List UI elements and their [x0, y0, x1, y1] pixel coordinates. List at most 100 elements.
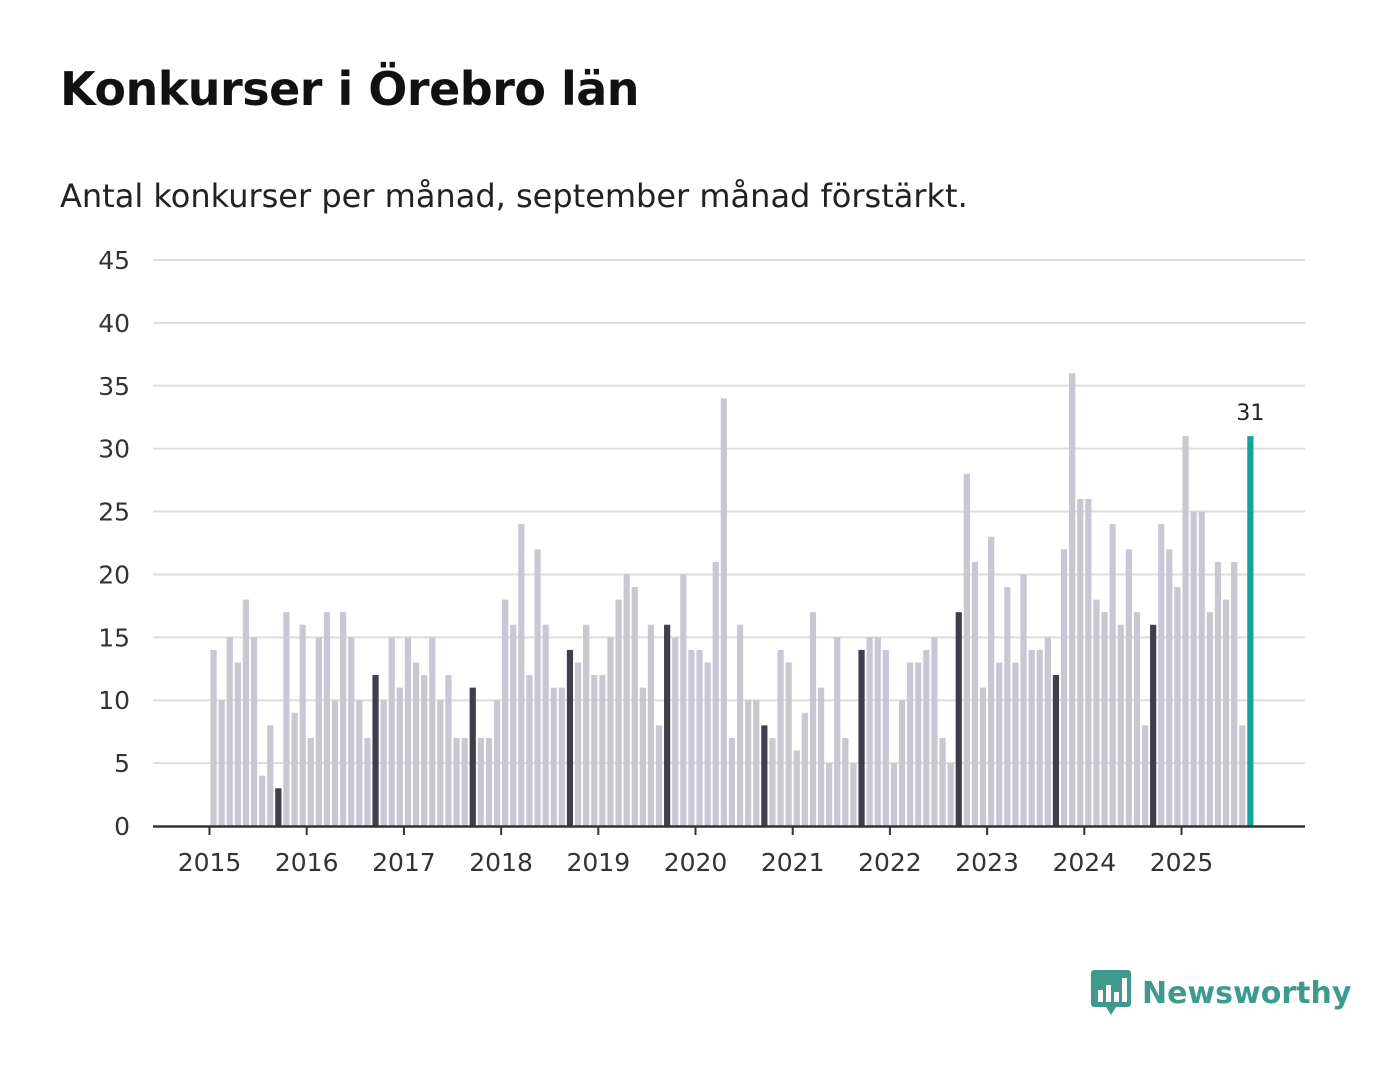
bar: [1190, 511, 1197, 826]
bar: [1158, 524, 1165, 826]
bar: [623, 574, 630, 826]
bar: [518, 524, 525, 826]
bars: [210, 373, 1254, 826]
bar: [939, 737, 946, 826]
bar: [583, 624, 590, 826]
chart-title: Konkurser i Örebro län: [60, 62, 640, 116]
bar: [979, 687, 987, 826]
bar: [704, 662, 711, 826]
bar: [1085, 498, 1092, 826]
bar-september: [1052, 675, 1060, 826]
bar: [1101, 612, 1108, 826]
bar: [639, 687, 646, 826]
bar: [453, 737, 460, 826]
bar: [1069, 373, 1076, 826]
bar: [777, 649, 784, 826]
bar: [996, 662, 1003, 826]
bar: [647, 624, 655, 826]
bar: [1141, 725, 1149, 826]
bar: [526, 675, 533, 826]
bar-september: [858, 649, 865, 826]
bar: [931, 637, 938, 826]
bar: [421, 675, 428, 826]
x-tick-label: 2018: [469, 848, 533, 877]
bar: [785, 662, 792, 826]
data-labels: 31: [1236, 401, 1264, 426]
bar: [696, 649, 703, 826]
bar-september: [275, 788, 282, 826]
bar: [323, 612, 331, 826]
bar: [1166, 549, 1173, 826]
bar: [1004, 587, 1011, 826]
bar: [842, 737, 849, 826]
bar: [445, 675, 452, 826]
bar: [915, 662, 922, 826]
bar: [1036, 649, 1043, 826]
bar: [988, 536, 995, 826]
bar: [688, 649, 695, 826]
y-tick-label: 45: [98, 246, 130, 275]
bar: [283, 612, 290, 826]
bar: [834, 637, 841, 826]
x-tick-label: 2024: [1052, 848, 1116, 877]
bar: [510, 624, 517, 826]
bar: [437, 700, 444, 826]
bar-september: [761, 725, 768, 826]
bar: [218, 700, 225, 826]
bar: [1028, 649, 1035, 826]
bar: [307, 737, 314, 826]
bar: [672, 637, 679, 826]
bar: [542, 624, 549, 826]
bar: [720, 398, 727, 826]
bar: [745, 700, 752, 826]
bar: [234, 662, 241, 826]
bar-latest: [1247, 436, 1254, 826]
bar: [736, 624, 744, 826]
x-tick-label: 2025: [1150, 848, 1214, 877]
bar: [242, 599, 250, 826]
bar: [250, 637, 258, 826]
bar: [485, 737, 493, 826]
x-tick-label: 2022: [858, 848, 922, 877]
bar: [340, 612, 347, 826]
y-tick-label: 25: [98, 498, 130, 527]
x-tick-label: 2020: [664, 848, 728, 877]
bar: [550, 687, 557, 826]
bar: [809, 612, 817, 826]
bar: [874, 637, 881, 826]
bar: [793, 750, 800, 826]
bar: [1231, 561, 1238, 826]
x-tick-label: 2016: [275, 848, 339, 877]
bar: [728, 737, 736, 826]
bar: [259, 775, 266, 826]
bar: [461, 737, 468, 826]
y-axis-ticks: 0 5 10 15 20 25 30 35 40 45: [98, 246, 130, 841]
bar: [364, 737, 371, 826]
bar: [1239, 725, 1246, 826]
y-tick-label: 35: [98, 372, 130, 401]
bar: [826, 763, 833, 826]
newsworthy-brand[interactable]: Newsworthy: [1090, 968, 1351, 1018]
bar: [534, 549, 541, 826]
bar: [412, 662, 420, 826]
bar: [607, 637, 614, 826]
bar: [356, 700, 363, 826]
bar: [331, 700, 339, 826]
bar: [493, 700, 501, 826]
bar: [558, 687, 565, 826]
bar: [1117, 624, 1124, 826]
chart-subtitle: Antal konkurser per månad, september mån…: [60, 177, 968, 215]
bar: [1222, 599, 1230, 826]
bar: [591, 675, 598, 826]
bar: [655, 725, 663, 826]
bar-september: [469, 687, 476, 826]
bar: [502, 599, 509, 826]
bar-september: [372, 675, 379, 826]
bar: [907, 662, 914, 826]
x-tick-label: 2015: [178, 848, 242, 877]
bar: [291, 712, 298, 826]
bar: [963, 473, 970, 826]
y-tick-label: 0: [114, 812, 130, 841]
bar: [882, 649, 889, 826]
bar: [801, 712, 808, 826]
